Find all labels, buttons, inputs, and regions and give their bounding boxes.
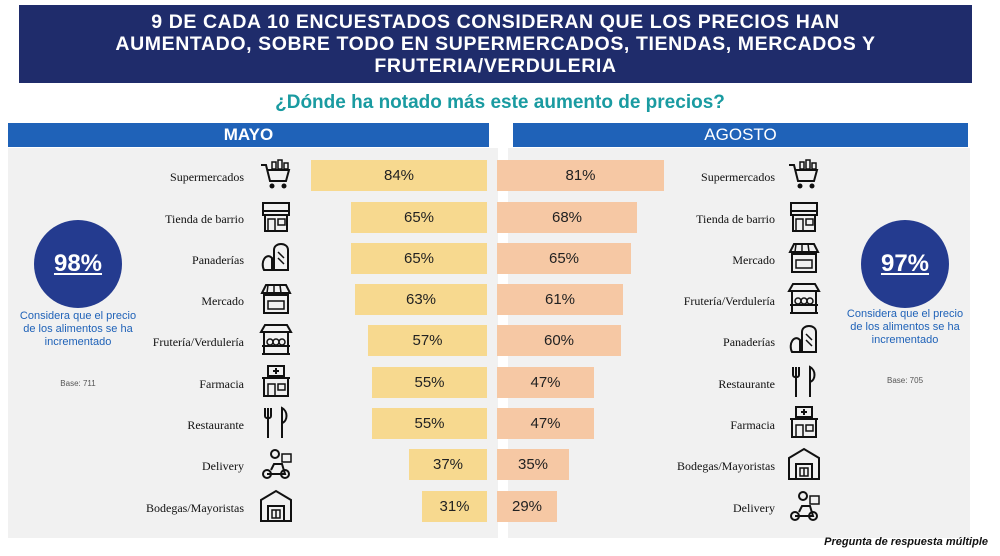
august-category-label: Delivery: [733, 501, 775, 515]
question-subtitle: ¿Dónde ha notado más este aumento de pre…: [275, 92, 725, 113]
may-category-label: Tienda de barrio: [165, 212, 244, 226]
august-bar: 60%: [497, 325, 621, 356]
august-category-label: Bodegas/Mayoristas: [677, 459, 775, 473]
may-bar: 65%: [351, 243, 487, 274]
cutlery-icon: [258, 405, 294, 441]
may-category-label: Farmacia: [199, 377, 244, 391]
may-category-label: Delivery: [202, 459, 244, 473]
may-category-label: Frutería/Verdulería: [152, 335, 244, 349]
may-circle-note: Considera que el precio de los alimentos…: [19, 310, 137, 348]
may-category-label: Panaderías: [192, 253, 244, 267]
august-header: AGOSTO: [513, 123, 968, 147]
august-bar: 65%: [497, 243, 631, 274]
may-category-label: Supermercados: [170, 170, 244, 184]
market-icon: [258, 281, 294, 317]
warehouse-icon: [786, 446, 822, 482]
august-category-label: Panaderías: [723, 335, 775, 349]
august-category-label: Frutería/Verdulería: [683, 294, 775, 308]
footnote: Pregunta de respuesta múltiple: [824, 536, 988, 548]
may-category-label: Restaurante: [187, 418, 244, 432]
pharmacy-icon: [786, 405, 822, 441]
august-bar: 68%: [497, 202, 637, 233]
warehouse-icon: [258, 488, 294, 524]
may-bar: 63%: [355, 284, 487, 315]
may-bar: 55%: [372, 408, 487, 439]
may-bar: 55%: [372, 367, 487, 398]
may-base: Base: 711: [60, 379, 96, 388]
may-total-circle: 98%: [34, 220, 122, 308]
august-category-label: Tienda de barrio: [696, 212, 775, 226]
may-bar: 65%: [351, 202, 487, 233]
may-bar: 57%: [368, 325, 487, 356]
cutlery-icon: [786, 364, 822, 400]
title-line-2: AUMENTADO, SOBRE TODO EN SUPERMERCADOS, …: [115, 33, 876, 55]
may-header: MAYO: [8, 123, 489, 147]
may-bar: 31%: [422, 491, 487, 522]
august-circle-note: Considera que el precio de los alimentos…: [846, 308, 964, 346]
august-category-label: Mercado: [732, 253, 775, 267]
store-icon: [258, 199, 294, 235]
fruit-stand-icon: [786, 281, 822, 317]
pharmacy-icon: [258, 364, 294, 400]
delivery-icon: [786, 488, 822, 524]
august-bar: 81%: [497, 160, 664, 191]
may-bar: 37%: [409, 449, 487, 480]
august-category-label: Farmacia: [730, 418, 775, 432]
fruit-stand-icon: [258, 322, 294, 358]
cart-icon: [258, 157, 294, 193]
market-icon: [786, 240, 822, 276]
august-category-label: Restaurante: [718, 377, 775, 391]
august-bar: 35%: [497, 449, 569, 480]
title-banner: 9 DE CADA 10 ENCUESTADOS CONSIDERAN QUE …: [19, 5, 972, 83]
cart-icon: [786, 157, 822, 193]
title-line-3: FRUTERIA/VERDULERIA: [374, 55, 617, 77]
title-line-1: 9 DE CADA 10 ENCUESTADOS CONSIDERAN QUE …: [151, 11, 840, 33]
august-total-circle: 97%: [861, 220, 949, 308]
may-bar: 84%: [311, 160, 487, 191]
august-bar: 29%: [497, 491, 557, 522]
may-category-label: Bodegas/Mayoristas: [146, 501, 244, 515]
august-base: Base: 705: [886, 376, 924, 385]
august-category-label: Supermercados: [701, 170, 775, 184]
august-bar: 47%: [497, 367, 594, 398]
may-category-label: Mercado: [201, 294, 244, 308]
august-bar: 47%: [497, 408, 594, 439]
delivery-icon: [258, 446, 294, 482]
store-icon: [786, 199, 822, 235]
bread-icon: [258, 240, 294, 276]
bread-icon: [786, 322, 822, 358]
august-bar: 61%: [497, 284, 623, 315]
